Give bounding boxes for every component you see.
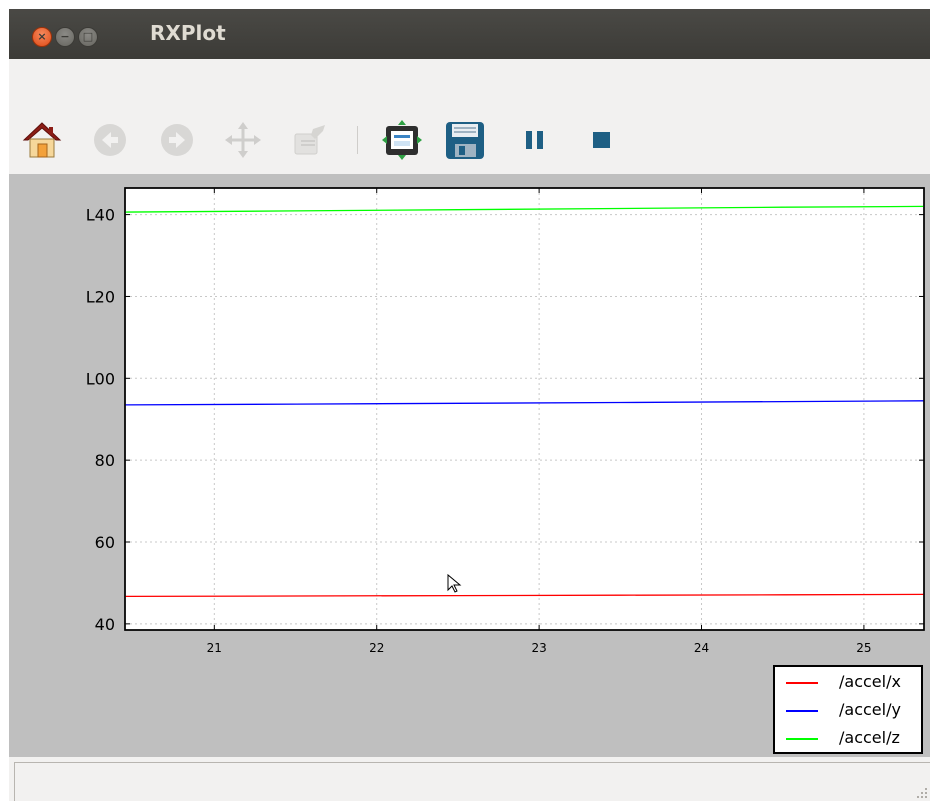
configure-subplots-button[interactable] <box>381 119 423 161</box>
arrow-left-icon <box>94 124 126 156</box>
series-lines <box>124 187 925 631</box>
x-tick-label: 23 <box>531 641 546 655</box>
y-tick-label: L20 <box>86 287 115 306</box>
line-chart[interactable]: 21 22 23 24 25 40 60 80 L00 L20 L40 <box>9 174 930 757</box>
grid-lines <box>125 188 924 630</box>
y-tick-label: 40 <box>95 615 115 634</box>
forward-button[interactable] <box>156 119 198 161</box>
legend-label: /accel/z <box>839 728 900 747</box>
pan-button[interactable] <box>222 119 264 161</box>
minimize-icon: − <box>60 30 70 43</box>
y-tick-label: 80 <box>95 451 115 470</box>
window-minimize-button[interactable]: − <box>55 27 75 47</box>
close-icon: × <box>37 30 47 43</box>
plot-toolbar <box>9 59 930 174</box>
save-button[interactable] <box>444 119 486 161</box>
axes-frame <box>124 187 925 631</box>
y-tick-label: L40 <box>86 206 115 225</box>
y-tick-label: L00 <box>86 369 115 388</box>
zoom-rect-icon <box>294 125 325 155</box>
axes-background <box>124 187 925 631</box>
window-maximize-button[interactable]: □ <box>78 27 98 47</box>
x-tick-label: 22 <box>369 641 384 655</box>
legend-swatch <box>786 738 818 740</box>
series-line <box>124 593 925 598</box>
title-bar[interactable]: × − □ RXPlot <box>9 9 930 59</box>
legend-label: /accel/y <box>839 700 901 719</box>
resize-grip-icon[interactable] <box>916 787 928 799</box>
status-bar <box>9 757 930 801</box>
plot-canvas[interactable]: 21 22 23 24 25 40 60 80 L00 L20 L40 /accel/x /acce… <box>9 174 930 757</box>
pause-icon <box>526 131 543 149</box>
pause-button[interactable] <box>514 119 556 161</box>
x-tick-label: 21 <box>207 641 222 655</box>
home-icon <box>22 122 62 158</box>
rxplot-window: × − □ RXPlot <box>9 9 930 801</box>
legend-swatch <box>786 682 818 684</box>
zoom-button[interactable] <box>289 119 331 161</box>
floppy-disk-icon <box>446 122 484 159</box>
legend-label: /accel/x <box>839 672 901 691</box>
legend-item: /accel/y <box>775 699 925 723</box>
subplots-icon <box>382 120 422 160</box>
mouse-cursor-icon <box>447 573 462 593</box>
x-tick-label: 25 <box>856 641 871 655</box>
home-button[interactable] <box>21 119 63 161</box>
toolbar-separator <box>357 126 358 154</box>
y-tick-label: 60 <box>95 533 115 552</box>
series-line <box>124 400 925 406</box>
series-line <box>124 205 925 213</box>
window-close-button[interactable]: × <box>32 27 52 47</box>
back-button[interactable] <box>89 119 131 161</box>
axis-ticks: 21 22 23 24 25 40 60 80 L00 L20 L40 <box>86 188 924 655</box>
chart-legend: /accel/x /accel/y /accel/z <box>773 665 923 754</box>
arrow-right-icon <box>161 124 193 156</box>
stop-button[interactable] <box>580 119 622 161</box>
legend-item: /accel/z <box>775 727 925 751</box>
maximize-icon: □ <box>82 30 94 43</box>
status-message-area <box>14 762 930 801</box>
window-title: RXPlot <box>150 21 226 45</box>
legend-item: /accel/x <box>775 671 925 695</box>
x-tick-label: 24 <box>694 641 709 655</box>
legend-swatch <box>786 710 818 712</box>
move-icon <box>225 122 261 158</box>
stop-icon <box>593 132 610 148</box>
